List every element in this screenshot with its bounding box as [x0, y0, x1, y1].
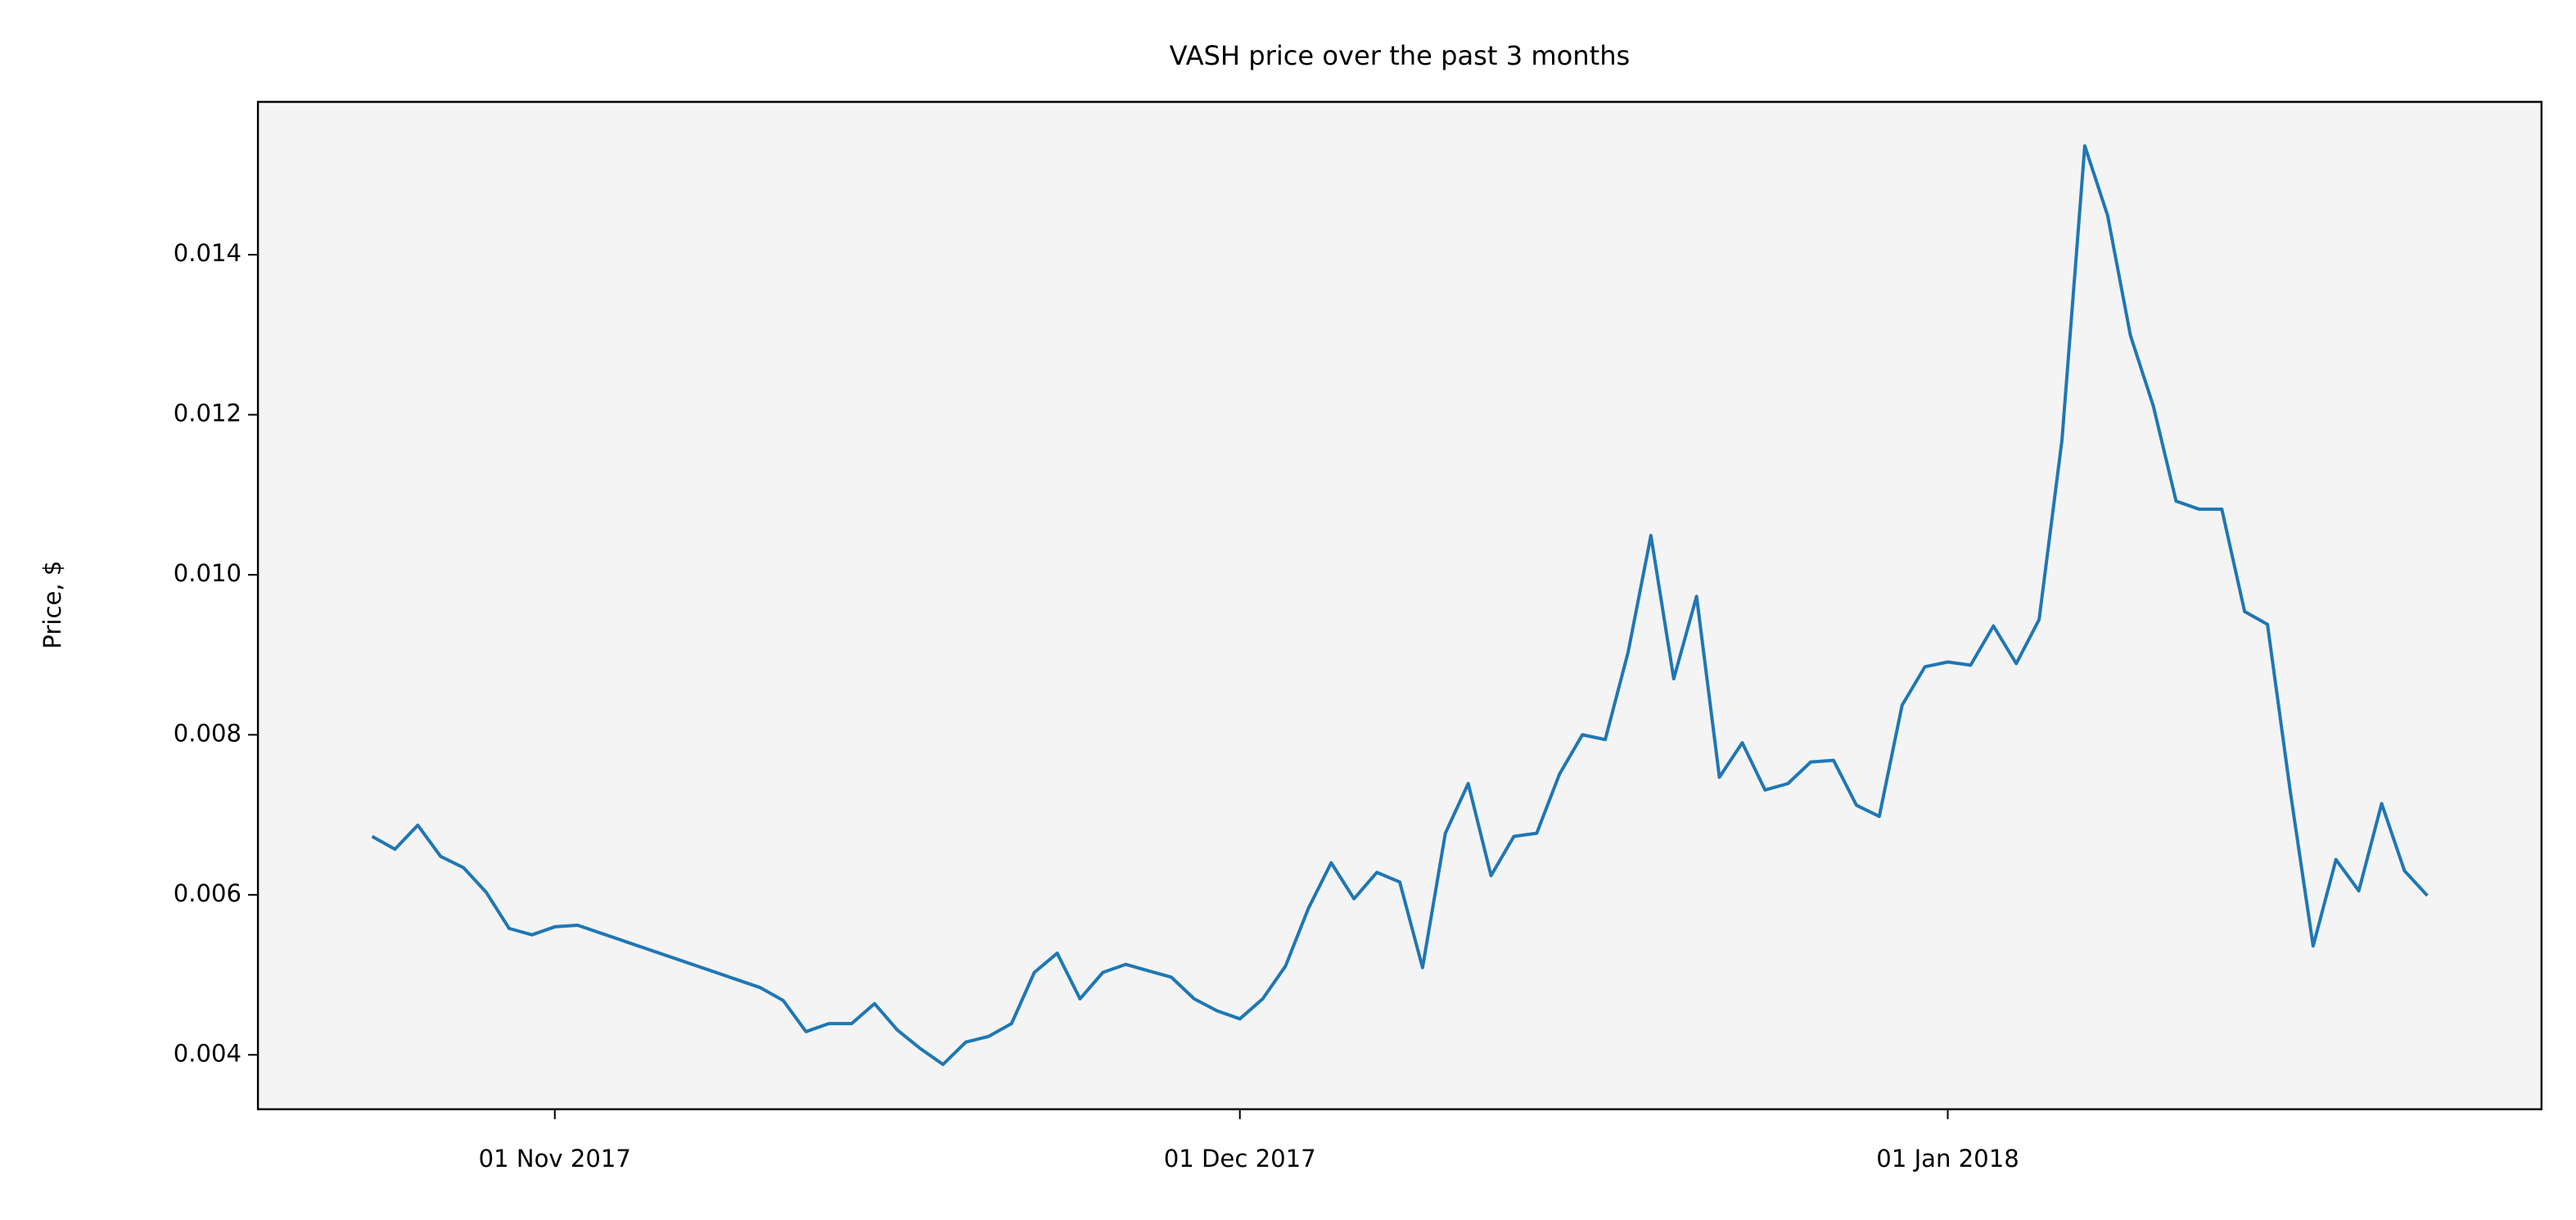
- x-tick-label: 01 Jan 2018: [1876, 1145, 2019, 1173]
- y-tick-label: 0.014: [174, 239, 241, 267]
- plot-area: [258, 102, 2542, 1109]
- y-tick-label: 0.006: [174, 879, 241, 907]
- y-tick-label: 0.010: [174, 559, 241, 587]
- y-axis-label: Price, $: [38, 561, 66, 649]
- plot-frame: [256, 101, 2543, 1110]
- x-tick-label: 01 Nov 2017: [479, 1145, 631, 1173]
- x-tick-label: 01 Dec 2017: [1164, 1145, 1316, 1173]
- y-tick-label: 0.004: [174, 1039, 241, 1067]
- y-tick-label: 0.012: [174, 400, 241, 427]
- chart-title: VASH price over the past 3 months: [1170, 40, 1631, 71]
- y-tick-label: 0.008: [174, 719, 241, 747]
- price-line: [371, 144, 2429, 1067]
